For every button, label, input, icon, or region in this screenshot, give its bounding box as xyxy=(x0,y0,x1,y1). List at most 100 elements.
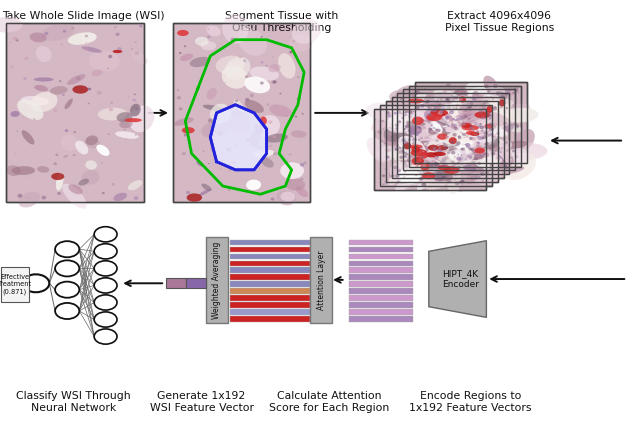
Ellipse shape xyxy=(452,134,455,136)
Ellipse shape xyxy=(415,133,419,136)
Ellipse shape xyxy=(410,155,429,171)
Ellipse shape xyxy=(394,106,419,123)
Ellipse shape xyxy=(76,141,88,155)
Ellipse shape xyxy=(453,118,455,120)
Ellipse shape xyxy=(390,162,415,182)
Ellipse shape xyxy=(391,131,401,137)
Ellipse shape xyxy=(415,165,419,168)
Ellipse shape xyxy=(435,164,436,166)
Ellipse shape xyxy=(395,124,399,127)
Ellipse shape xyxy=(412,141,428,150)
Ellipse shape xyxy=(490,103,496,108)
Ellipse shape xyxy=(465,144,466,145)
Ellipse shape xyxy=(479,124,508,137)
Ellipse shape xyxy=(418,127,421,129)
Ellipse shape xyxy=(10,65,14,69)
Ellipse shape xyxy=(465,143,470,147)
Ellipse shape xyxy=(97,145,109,156)
Ellipse shape xyxy=(479,101,497,106)
Ellipse shape xyxy=(451,149,463,155)
Ellipse shape xyxy=(474,171,476,172)
Ellipse shape xyxy=(285,178,305,190)
Ellipse shape xyxy=(431,178,432,179)
Ellipse shape xyxy=(477,130,490,139)
Bar xyxy=(380,105,492,186)
Ellipse shape xyxy=(474,122,478,126)
Ellipse shape xyxy=(443,132,457,144)
Ellipse shape xyxy=(444,146,448,149)
Ellipse shape xyxy=(451,124,470,137)
Ellipse shape xyxy=(444,160,445,161)
Ellipse shape xyxy=(378,130,381,133)
Ellipse shape xyxy=(492,136,494,138)
Ellipse shape xyxy=(408,111,413,115)
Ellipse shape xyxy=(261,158,274,167)
Ellipse shape xyxy=(441,151,447,156)
Ellipse shape xyxy=(436,144,440,147)
Ellipse shape xyxy=(405,111,408,114)
Ellipse shape xyxy=(409,127,412,130)
Ellipse shape xyxy=(440,112,444,114)
Ellipse shape xyxy=(232,161,236,164)
Ellipse shape xyxy=(442,109,444,111)
Ellipse shape xyxy=(44,32,49,35)
Ellipse shape xyxy=(426,162,429,164)
Ellipse shape xyxy=(427,123,459,140)
Ellipse shape xyxy=(177,96,181,100)
Ellipse shape xyxy=(456,156,461,160)
Ellipse shape xyxy=(450,118,464,138)
Ellipse shape xyxy=(409,170,426,175)
Ellipse shape xyxy=(268,120,273,124)
Ellipse shape xyxy=(473,95,492,106)
Ellipse shape xyxy=(24,57,29,60)
Ellipse shape xyxy=(396,145,398,147)
Ellipse shape xyxy=(429,104,434,107)
Text: Calculate Attention
Score for Each Region: Calculate Attention Score for Each Regio… xyxy=(269,391,390,413)
Ellipse shape xyxy=(382,184,385,185)
Ellipse shape xyxy=(466,91,488,101)
Ellipse shape xyxy=(481,104,486,108)
Ellipse shape xyxy=(467,162,468,164)
Ellipse shape xyxy=(425,164,440,173)
Ellipse shape xyxy=(459,98,463,101)
Ellipse shape xyxy=(465,154,480,171)
Ellipse shape xyxy=(453,87,458,91)
Ellipse shape xyxy=(494,123,514,133)
Ellipse shape xyxy=(461,130,474,147)
Ellipse shape xyxy=(61,135,79,151)
Ellipse shape xyxy=(400,107,422,119)
Ellipse shape xyxy=(210,104,230,124)
Ellipse shape xyxy=(487,114,492,118)
Ellipse shape xyxy=(437,115,442,118)
Ellipse shape xyxy=(403,140,410,153)
Ellipse shape xyxy=(490,132,492,133)
Ellipse shape xyxy=(455,181,460,185)
Ellipse shape xyxy=(446,112,459,116)
Ellipse shape xyxy=(435,146,461,165)
Ellipse shape xyxy=(387,114,392,118)
Ellipse shape xyxy=(424,176,447,190)
Ellipse shape xyxy=(57,192,61,195)
Circle shape xyxy=(55,260,79,276)
Ellipse shape xyxy=(491,152,495,155)
Ellipse shape xyxy=(404,137,447,147)
Ellipse shape xyxy=(134,52,139,55)
Ellipse shape xyxy=(433,152,446,156)
Ellipse shape xyxy=(449,137,457,144)
Ellipse shape xyxy=(405,105,430,121)
Ellipse shape xyxy=(504,126,506,128)
Ellipse shape xyxy=(405,170,407,171)
Ellipse shape xyxy=(222,66,248,89)
Ellipse shape xyxy=(51,173,64,180)
Ellipse shape xyxy=(456,162,460,165)
Ellipse shape xyxy=(426,140,430,143)
Ellipse shape xyxy=(433,112,445,117)
Ellipse shape xyxy=(394,112,397,115)
Ellipse shape xyxy=(443,131,465,144)
Ellipse shape xyxy=(403,176,405,178)
Ellipse shape xyxy=(464,114,466,115)
Ellipse shape xyxy=(173,118,194,126)
Ellipse shape xyxy=(300,163,304,167)
Ellipse shape xyxy=(203,105,227,112)
Ellipse shape xyxy=(442,137,444,138)
